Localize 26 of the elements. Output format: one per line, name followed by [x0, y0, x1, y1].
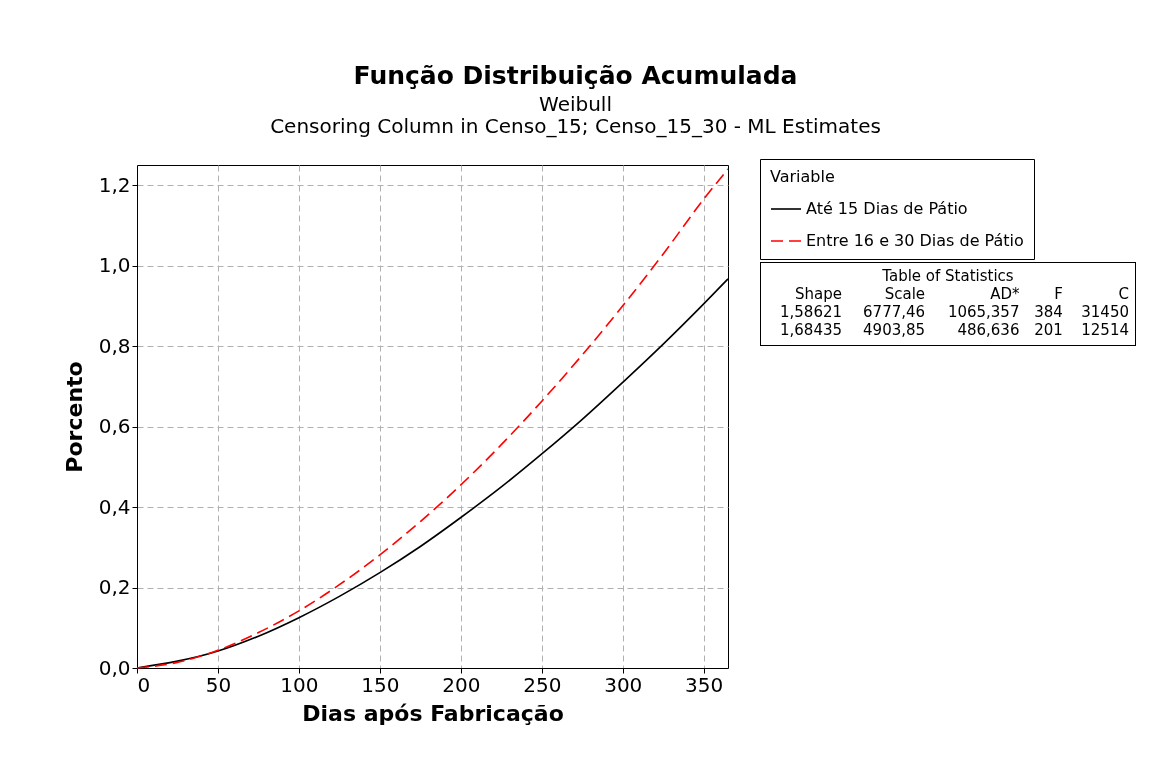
text: 1,68435 4903,85 486,636 201 12514	[780, 321, 1129, 339]
chart-subtitle: Weibull Censoring Column in Censo_15; Censo_15_30 - ML Estimates	[270, 91, 881, 138]
x-axis-title: Dias após Fabricação	[302, 700, 564, 726]
y-tick-label: 0,6	[98, 414, 131, 439]
text: 1,58621 6777,46 1065,357 384 31450	[780, 303, 1129, 321]
text: Table of Statistics	[881, 267, 1015, 285]
x-tick-label: 150	[361, 672, 400, 697]
y-axis-title: Porcento	[61, 361, 87, 473]
x-tick-label: 100	[280, 672, 319, 697]
y-tick-label: 1,2	[98, 172, 131, 197]
legend-label: Entre 16 e 30 Dias de Pátio	[806, 231, 1024, 250]
y-tick-label: 1,0	[98, 253, 131, 278]
legend-title: Variable	[770, 167, 835, 186]
y-tick-label: 0,2	[98, 575, 131, 600]
x-tick-label: 0	[137, 672, 151, 697]
x-tick-label: 300	[604, 672, 643, 697]
y-tick-label: 0,0	[98, 655, 131, 680]
y-tick-label: 0,4	[98, 494, 131, 519]
x-tick-label: 250	[523, 672, 562, 697]
chart-title: Função Distribuição Acumulada	[353, 60, 798, 90]
x-tick-label: 200	[442, 672, 481, 697]
x-tick-label: 350	[685, 672, 724, 697]
x-tick-label: 50	[205, 672, 232, 697]
text: Shape Scale AD* F C	[795, 285, 1129, 303]
legend-label: Até 15 Dias de Pátio	[806, 199, 968, 218]
y-tick-label: 0,8	[98, 333, 131, 358]
